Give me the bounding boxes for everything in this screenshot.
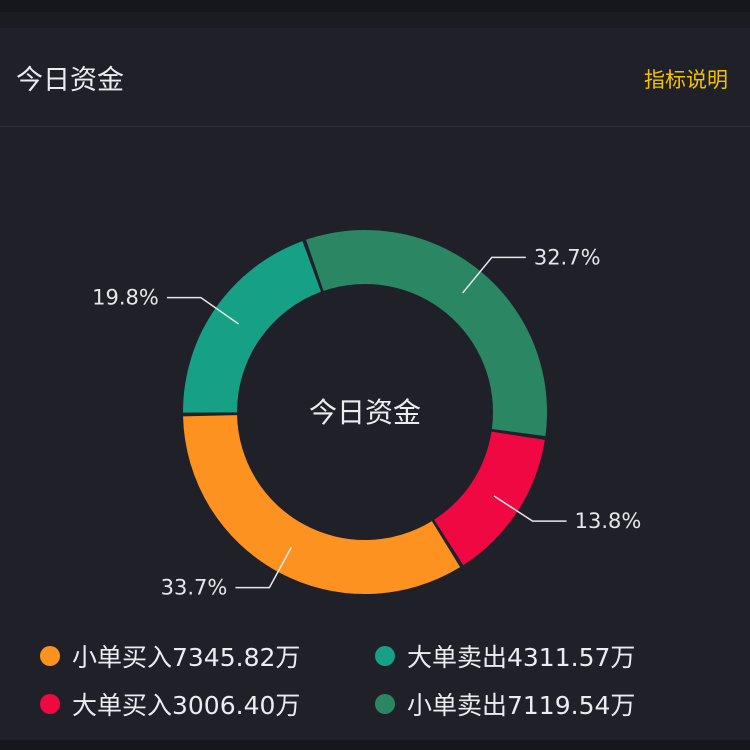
percent-label-0: 32.7%	[534, 245, 601, 269]
legend-label: 大单卖出4311.57万	[407, 643, 636, 672]
percent-labels: 32.7% 13.8% 33.7% 19.8%	[92, 245, 641, 599]
percent-label-1: 13.8%	[575, 509, 642, 533]
donut-slice-1[interactable]	[434, 431, 545, 566]
legend-item-small-buy[interactable]: 小单买入7345.82万	[40, 636, 300, 676]
legend: 小单买入7345.82万 大单卖出4311.57万 大单买入3006.40万 小…	[0, 628, 750, 728]
legend-color-dot	[375, 646, 395, 666]
legend-item-large-sell[interactable]: 大单卖出4311.57万	[375, 636, 635, 676]
donut-center-label: 今日资金	[309, 396, 421, 429]
legend-label: 大单买入3006.40万	[72, 691, 301, 720]
legend-color-dot	[40, 694, 60, 714]
leader-lines	[166, 256, 567, 589]
donut-slice-2[interactable]	[183, 415, 461, 594]
card-title: 今日资金	[16, 65, 124, 96]
legend-label: 小单买入7345.82万	[72, 643, 301, 672]
legend-label: 小单卖出7119.54万	[407, 691, 636, 720]
bottom-strip	[0, 740, 750, 750]
card-header: 今日资金 指标说明	[0, 28, 750, 127]
percent-label-2: 33.7%	[161, 576, 228, 600]
donut-slice-3[interactable]	[183, 241, 322, 413]
percent-label-3: 19.8%	[92, 286, 159, 310]
legend-color-dot	[40, 646, 60, 666]
leader-line-2	[235, 546, 293, 589]
leader-line-3	[166, 296, 240, 325]
capital-flow-card: 今日资金 指标说明 32.7% 13.8% 33.7% 19.8% 今日资金 小单买入…	[0, 28, 750, 740]
leader-line-0	[462, 256, 526, 294]
leader-line-1	[493, 495, 567, 522]
donut-slices	[183, 229, 547, 594]
donut-slice-0[interactable]	[306, 229, 547, 437]
donut-chart: 32.7% 13.8% 33.7% 19.8% 今日资金	[92, 229, 641, 600]
legend-item-large-buy[interactable]: 大单买入3006.40万	[40, 684, 300, 724]
legend-item-small-sell[interactable]: 小单卖出7119.54万	[375, 684, 635, 724]
indicator-explanation-link[interactable]: 指标说明	[644, 68, 728, 92]
top-bar	[0, 0, 750, 12]
legend-color-dot	[375, 694, 395, 714]
